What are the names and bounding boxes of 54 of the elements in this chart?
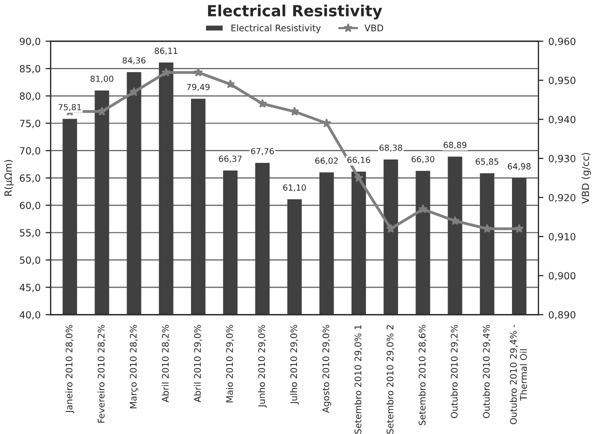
x-tick-label: Abril 2010 29,0% (194, 324, 202, 402)
data-label: 84,36 (122, 57, 146, 64)
x-tick-label: Setembro 2010 28,6% (418, 324, 426, 426)
x-tick-label: Maio 2010 29,0% (226, 324, 234, 402)
y2-tick-label: 0,910 (548, 233, 576, 242)
data-label: 66,30 (412, 156, 434, 164)
data-label: 75,81 (58, 104, 81, 112)
x-tick-label: Outubro 2010 29,4% - Thermal Oil (510, 324, 527, 424)
data-label: 67,76 (251, 148, 274, 156)
x-tick-label: Agosto 2010 29,0% (322, 324, 331, 413)
data-label: 66,16 (347, 156, 370, 164)
y2-tick-label: 0,960 (548, 38, 576, 46)
data-label: 81,00 (90, 76, 114, 83)
data-label: 61,10 (283, 184, 306, 192)
x-tick-label: Outubro 2010 29,4% (482, 324, 491, 418)
y-tick-label: 85,0 (20, 65, 40, 74)
y-tick-label: 65,0 (20, 174, 40, 183)
x-tick-label: Março 2010 28,2% (130, 324, 138, 408)
y-tick-label: 80,0 (20, 92, 40, 101)
x-tick-label: Junho 2010 29,0% (258, 324, 267, 408)
legend-label: Electrical Resistivity (231, 24, 321, 34)
y2-tick-label: 0,930 (548, 154, 576, 164)
y-tick-label: 40,0 (20, 311, 40, 320)
x-tick-label: Setembro 2010 29,0% 2 (386, 325, 394, 434)
y2-tick-label: 0,920 (548, 194, 576, 202)
data-label: 66,02 (315, 158, 338, 165)
y2-tick-label: 0,890 (548, 311, 576, 320)
chart-title: Electrical Resistivity (208, 4, 382, 20)
y-tick-label: 60,0 (20, 202, 40, 210)
y2-tick-label: 0,900 (548, 272, 576, 280)
data-label: 66,37 (218, 156, 242, 163)
x-tick-label: Outubro 2010 29,2% (450, 324, 459, 418)
x-tick-label: Fevereiro 2010 28,2% (98, 324, 106, 423)
y2-tick-label: 0,940 (548, 116, 576, 124)
data-label: 86,11 (154, 48, 178, 55)
y-tick-label: 90,0 (20, 38, 40, 46)
x-tick-label: Julho 2010 29,0% (290, 324, 299, 404)
data-label: 68,89 (444, 142, 466, 149)
legend-label: VBD (364, 24, 384, 32)
y-tick-label: 45,0 (20, 284, 40, 292)
data-label: 79,49 (186, 84, 210, 91)
y-tick-label: 70,0 (20, 147, 40, 156)
x-tick-label: Abril 2010 28,2% (162, 324, 170, 402)
data-label: 68,38 (379, 144, 402, 152)
y-axis-title: R(µΩm) (4, 160, 14, 196)
x-tick-label: Setembro 2010 29,0% 1 (354, 325, 362, 434)
y2-axis-title: VBD (g/cc) (582, 152, 591, 204)
data-label: 64,98 (508, 163, 531, 170)
data-label: 65,85 (476, 158, 498, 166)
y-tick-label: 55,0 (20, 229, 40, 238)
y2-tick-label: 0,950 (548, 76, 576, 86)
x-tick-label: Janeiro 2010 28,0% (65, 324, 74, 414)
y-tick-label: 75,0 (20, 120, 40, 128)
y-tick-label: 50,0 (20, 256, 40, 265)
